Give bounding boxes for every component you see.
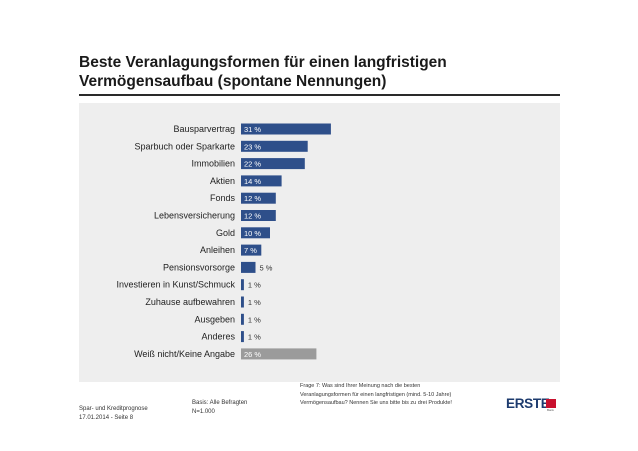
- footer-base-label: Basis: Alle Befragten: [192, 400, 248, 406]
- footer-base: Basis: Alle Befragten N=1.000: [192, 399, 247, 417]
- slide-title-line-1: Beste Veranlagungsformen für einen langf…: [79, 54, 447, 71]
- value-label: 5 %: [260, 263, 273, 272]
- footer-sample-size: N=1.000: [192, 409, 215, 415]
- category-label: Immobilien: [191, 159, 235, 169]
- value-label: 14 %: [244, 177, 261, 186]
- bar: [241, 296, 244, 308]
- value-label: 12 %: [244, 212, 261, 221]
- value-label: 7 %: [244, 246, 257, 255]
- footer-study-name: Spar- und Kreditprognose: [79, 406, 148, 412]
- logo-subtext: Bank: [547, 408, 554, 412]
- value-label: 10 %: [244, 229, 261, 238]
- value-label: 23 %: [244, 142, 261, 151]
- category-label: Aktien: [210, 176, 235, 186]
- bar: [241, 123, 331, 135]
- category-label: Gold: [216, 228, 235, 238]
- value-label: 1 %: [248, 315, 261, 324]
- logo-mark-icon: [546, 399, 556, 408]
- footer-source: Spar- und Kreditprognose 17.01.2014 - Se…: [79, 405, 148, 423]
- slide-title: Beste Veranlagungsformen für einen langf…: [79, 53, 549, 91]
- bar: [241, 227, 270, 239]
- bar: [241, 279, 244, 291]
- category-label: Weiß nicht/Keine Angabe: [134, 349, 235, 359]
- value-label: 1 %: [248, 281, 261, 290]
- category-label: Zuhause aufbewahren: [145, 297, 235, 307]
- footer-date-page: 17.01.2014 - Seite 8: [79, 415, 134, 421]
- bar: [241, 140, 308, 152]
- category-label: Lebensversicherung: [154, 211, 235, 221]
- category-label: Anleihen: [200, 245, 235, 255]
- footer-question-line-3: Vermögensaufbau? Nennen Sie uns bitte bi…: [300, 400, 452, 406]
- footer-question-line-2: Veranlagungsformen für einen langfristig…: [300, 391, 452, 398]
- category-label: Ausgeben: [194, 314, 235, 324]
- erste-logo: ERSTE Bank: [506, 396, 562, 414]
- category-label: Fonds: [210, 193, 236, 203]
- bar: [241, 244, 262, 256]
- footer-question: Frage 7: Was sind Ihrer Meinung nach die…: [300, 382, 490, 408]
- value-label: 1 %: [248, 333, 261, 342]
- chart-panel: Bausparvertrag 31 % Sparbuch oder Sparkart…: [79, 103, 560, 382]
- bar: [241, 313, 244, 325]
- slide-title-line-2: Vermögensaufbau (spontane Nennungen): [79, 73, 387, 90]
- category-label: Pensionsvorsorge: [163, 262, 235, 272]
- category-label: Sparbuch oder Sparkarte: [134, 141, 235, 151]
- bar: [241, 348, 317, 360]
- category-label: Bausparvertrag: [173, 124, 235, 134]
- bar: [241, 158, 305, 170]
- value-label: 12 %: [244, 194, 261, 203]
- bar: [241, 331, 244, 343]
- category-label: Anderes: [201, 332, 235, 342]
- value-label: 1 %: [248, 298, 261, 307]
- bar: [241, 261, 256, 273]
- title-divider: [79, 94, 560, 96]
- value-label: 26 %: [244, 350, 261, 359]
- bar: [241, 210, 276, 221]
- bar: [241, 192, 276, 204]
- logo-wordmark: ERSTE: [506, 396, 550, 411]
- value-label: 31 %: [244, 125, 261, 134]
- bar-chart: Bausparvertrag 31 % Sparbuch oder Sparkart…: [116, 123, 331, 360]
- footer-question-line-1: Frage 7: Was sind Ihrer Meinung nach die…: [300, 383, 421, 389]
- value-label: 22 %: [244, 160, 261, 169]
- bar: [241, 175, 282, 187]
- category-label: Investieren in Kunst/Schmuck: [116, 280, 235, 290]
